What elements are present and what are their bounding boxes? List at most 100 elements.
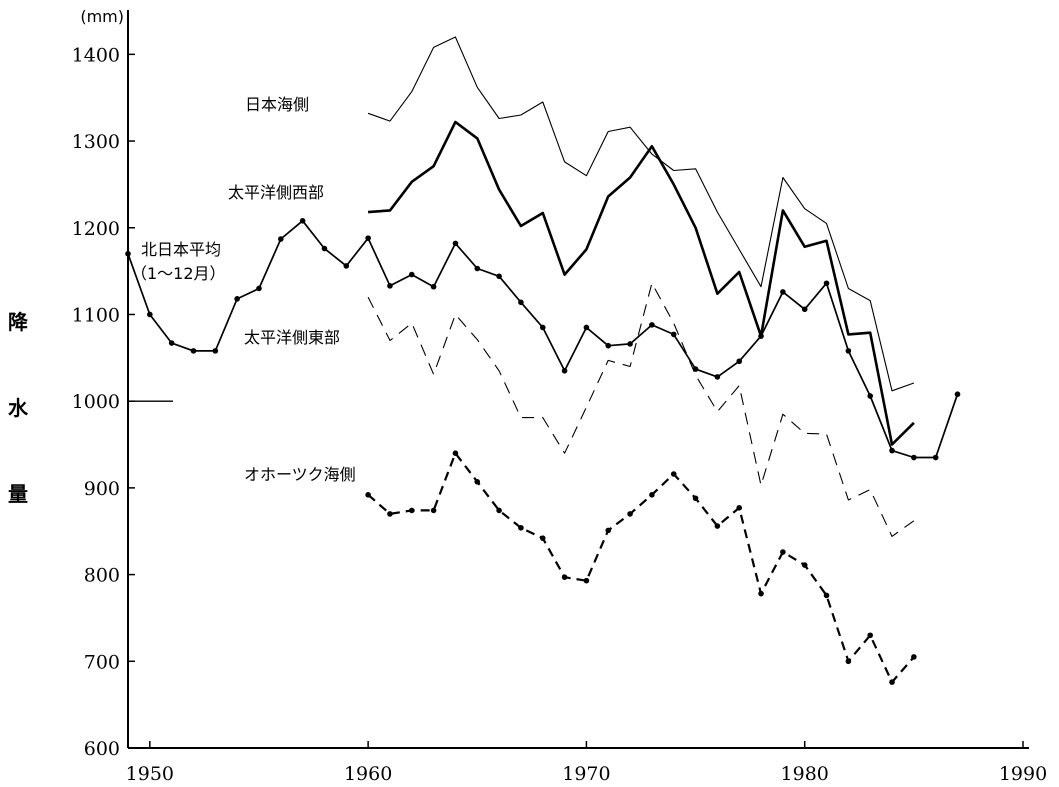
data-point — [801, 306, 808, 313]
data-point — [321, 245, 328, 252]
series-label-3-line2: （1～12月） — [131, 264, 226, 283]
data-point — [780, 289, 786, 295]
series-layer — [125, 36, 961, 685]
series-line — [367, 36, 915, 392]
y-tick-label: 900 — [84, 478, 120, 500]
data-point — [365, 492, 371, 498]
data-point — [670, 471, 677, 477]
data-point — [845, 658, 852, 665]
data-point — [539, 535, 546, 541]
series-5 — [365, 450, 917, 685]
data-point — [408, 271, 415, 278]
data-point — [932, 454, 939, 461]
data-point — [430, 507, 437, 514]
y-axis-label-char: 量 — [8, 482, 28, 506]
y-tick-label: 700 — [84, 651, 120, 673]
x-tick-label: 1980 — [781, 763, 829, 785]
data-point — [190, 348, 197, 354]
data-point — [583, 324, 590, 331]
y-tick-label: 800 — [84, 565, 120, 587]
x-tick-label: 1970 — [562, 763, 610, 785]
data-point — [845, 348, 852, 354]
data-point — [168, 340, 175, 346]
y-tick-label: 600 — [84, 738, 120, 760]
data-point — [670, 331, 677, 338]
data-point — [801, 562, 808, 568]
data-point — [147, 311, 153, 318]
x-tick-label: 1960 — [344, 763, 392, 785]
data-point — [365, 235, 371, 241]
data-point — [474, 265, 481, 272]
data-point — [518, 299, 524, 306]
series-label-3: 北日本平均 — [141, 240, 221, 259]
data-point — [539, 324, 546, 331]
data-point — [758, 333, 764, 339]
data-point — [649, 322, 655, 328]
data-point — [736, 358, 743, 365]
data-point — [387, 511, 393, 517]
y-tick-label: 1300 — [72, 131, 120, 153]
data-point — [299, 218, 306, 224]
series-1 — [367, 36, 915, 392]
data-point — [256, 285, 262, 292]
data-point — [518, 524, 524, 531]
y-unit-label: (mm) — [80, 7, 124, 26]
y-tick-label: 1200 — [72, 218, 120, 240]
data-point — [278, 236, 284, 242]
series-line — [367, 452, 915, 684]
y-axis-label-char: 水 — [8, 396, 28, 420]
data-point — [692, 495, 699, 502]
data-point — [343, 263, 350, 269]
series-line — [367, 282, 915, 537]
data-point — [496, 507, 502, 514]
y-tick-label: 1100 — [72, 304, 120, 326]
data-point — [408, 507, 415, 514]
data-point — [605, 342, 612, 349]
series-label-1: 日本海側 — [245, 95, 309, 114]
y-tick-label: 1400 — [72, 44, 120, 66]
series-line — [367, 120, 915, 446]
data-point — [452, 240, 459, 247]
data-point — [649, 492, 655, 498]
data-point — [452, 450, 459, 456]
data-point — [583, 577, 590, 584]
data-point — [605, 527, 612, 534]
data-point — [889, 447, 895, 454]
series-4 — [367, 282, 915, 537]
data-point — [387, 283, 393, 289]
data-point — [889, 679, 895, 685]
data-point — [125, 250, 131, 257]
data-point — [714, 374, 721, 380]
series-label-4: 太平洋側東部 — [244, 328, 340, 347]
data-point — [234, 296, 240, 302]
data-point — [736, 505, 743, 511]
data-point — [474, 479, 481, 485]
y-tick-label: 1000 — [72, 391, 120, 413]
data-point — [823, 280, 830, 287]
data-point — [714, 523, 721, 529]
data-point — [627, 341, 633, 347]
data-point — [561, 368, 568, 374]
series-2 — [367, 120, 915, 446]
axes: 600 700 800 900 1000 1100 1200 1300 1400 (mm) 1950… — [72, 7, 1048, 785]
data-point — [496, 273, 502, 280]
data-point — [758, 590, 764, 597]
data-point — [430, 283, 437, 290]
data-point — [780, 549, 786, 555]
data-point — [627, 511, 633, 517]
data-point — [561, 574, 568, 580]
data-point — [823, 592, 830, 599]
data-point — [212, 348, 219, 354]
data-point — [954, 391, 961, 398]
series-3 — [125, 218, 961, 461]
data-point — [911, 454, 917, 461]
data-point — [867, 393, 873, 399]
x-tick-label: 1990 — [999, 763, 1047, 785]
x-tick-label: 1950 — [126, 763, 174, 785]
series-label-5: オホーツク海側 — [244, 465, 356, 484]
data-point — [867, 632, 873, 639]
series-label-2: 太平洋側西部 — [228, 183, 324, 202]
data-point — [911, 654, 917, 660]
